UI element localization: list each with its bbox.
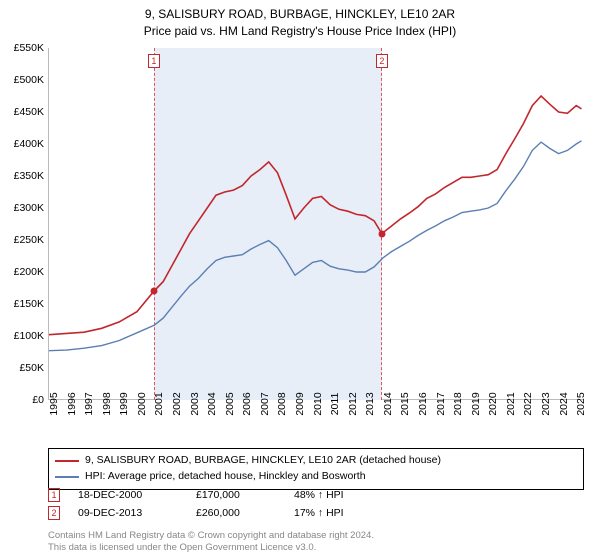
- x-axis-tick: 2004: [206, 392, 218, 415]
- sale-row-marker: 2: [48, 506, 60, 520]
- sale-row: 2 09-DEC-2013 £260,000 17% ↑ HPI: [48, 506, 374, 520]
- sale-price: £170,000: [196, 489, 276, 501]
- y-axis-tick: £400K: [0, 138, 44, 150]
- y-axis-tick: £500K: [0, 74, 44, 86]
- sale-row: 1 18-DEC-2000 £170,000 48% ↑ HPI: [48, 488, 374, 502]
- x-axis-tick: 2023: [540, 392, 552, 415]
- sale-pct: 17% ↑ HPI: [294, 507, 374, 519]
- sale-marker-dot-1: [150, 288, 157, 295]
- legend-row-price-paid: 9, SALISBURY ROAD, BURBAGE, HINCKLEY, LE…: [55, 453, 577, 469]
- sale-marker-box-1: 1: [148, 54, 160, 68]
- y-axis-tick: £200K: [0, 266, 44, 278]
- x-axis-tick: 2013: [364, 392, 376, 415]
- chart-title-line2: Price paid vs. HM Land Registry's House …: [0, 23, 600, 40]
- x-axis-tick: 2018: [452, 392, 464, 415]
- x-axis-tick: 2009: [294, 392, 306, 415]
- x-axis-tick: 2017: [435, 392, 447, 415]
- x-axis-tick: 2019: [470, 392, 482, 415]
- x-axis-tick: 2003: [189, 392, 201, 415]
- x-axis-tick: 2020: [487, 392, 499, 415]
- sales-table: 1 18-DEC-2000 £170,000 48% ↑ HPI 2 09-DEC-201…: [48, 488, 374, 524]
- x-axis-tick: 1997: [83, 392, 95, 415]
- y-axis-tick: £550K: [0, 42, 44, 54]
- x-axis-tick: 2002: [171, 392, 183, 415]
- sale-marker-box-2: 2: [376, 54, 388, 68]
- x-axis-tick: 1998: [101, 392, 113, 415]
- y-axis-tick: £150K: [0, 298, 44, 310]
- chart: £0£50K£100K£150K£200K£250K£300K£350K£400…: [48, 48, 584, 418]
- x-axis-tick: 2001: [153, 392, 165, 415]
- legend-swatch-price-paid: [55, 460, 79, 462]
- x-axis-tick: 2005: [224, 392, 236, 415]
- x-axis-tick: 2021: [505, 392, 517, 415]
- series-line-hpi: [49, 141, 582, 351]
- footnote-line2: This data is licensed under the Open Gov…: [48, 542, 374, 554]
- y-axis-tick: £50K: [0, 362, 44, 374]
- legend-label-hpi: HPI: Average price, detached house, Hinc…: [85, 469, 366, 485]
- y-axis-tick: £350K: [0, 170, 44, 182]
- legend: 9, SALISBURY ROAD, BURBAGE, HINCKLEY, LE…: [48, 448, 584, 490]
- x-axis-tick: 2000: [136, 392, 148, 415]
- x-axis-tick: 2012: [347, 392, 359, 415]
- x-axis-tick: 2007: [259, 392, 271, 415]
- x-axis-tick: 2016: [417, 392, 429, 415]
- x-axis-tick: 2008: [276, 392, 288, 415]
- sale-row-marker: 1: [48, 488, 60, 502]
- x-axis-tick: 1995: [48, 392, 60, 415]
- plot-region: 12: [48, 48, 584, 400]
- chart-title-line1: 9, SALISBURY ROAD, BURBAGE, HINCKLEY, LE…: [0, 6, 600, 23]
- y-axis-tick: £0: [0, 394, 44, 406]
- x-axis-tick: 2025: [575, 392, 587, 415]
- x-axis-tick: 2024: [558, 392, 570, 415]
- x-axis-tick: 2011: [329, 393, 341, 416]
- legend-label-price-paid: 9, SALISBURY ROAD, BURBAGE, HINCKLEY, LE…: [85, 453, 441, 469]
- sale-pct: 48% ↑ HPI: [294, 489, 374, 501]
- footnote-line1: Contains HM Land Registry data © Crown c…: [48, 530, 374, 542]
- sale-date: 09-DEC-2013: [78, 507, 178, 519]
- x-axis-tick: 1999: [118, 392, 130, 415]
- x-axis-tick: 2014: [382, 392, 394, 415]
- x-axis-tick: 2010: [312, 392, 324, 415]
- y-axis-tick: £300K: [0, 202, 44, 214]
- y-axis-tick: £250K: [0, 234, 44, 246]
- x-axis-tick: 1996: [66, 392, 78, 415]
- footnote: Contains HM Land Registry data © Crown c…: [48, 530, 374, 555]
- legend-swatch-hpi: [55, 476, 79, 478]
- legend-row-hpi: HPI: Average price, detached house, Hinc…: [55, 469, 577, 485]
- x-axis-tick: 2006: [241, 392, 253, 415]
- sale-date: 18-DEC-2000: [78, 489, 178, 501]
- sale-price: £260,000: [196, 507, 276, 519]
- sale-marker-dot-2: [378, 230, 385, 237]
- y-axis-tick: £450K: [0, 106, 44, 118]
- x-axis-tick: 2015: [399, 392, 411, 415]
- y-axis-tick: £100K: [0, 330, 44, 342]
- series-line-price_paid: [49, 96, 582, 335]
- chart-lines: [49, 48, 585, 400]
- x-axis-tick: 2022: [522, 392, 534, 415]
